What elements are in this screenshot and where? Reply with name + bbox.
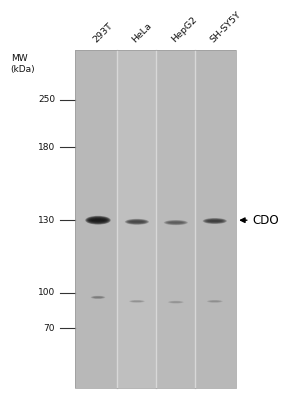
Ellipse shape (166, 221, 186, 224)
Ellipse shape (87, 217, 109, 224)
Ellipse shape (164, 220, 188, 225)
Ellipse shape (203, 218, 226, 224)
Ellipse shape (205, 219, 225, 223)
Ellipse shape (129, 220, 146, 223)
Ellipse shape (91, 219, 105, 222)
Ellipse shape (90, 218, 106, 222)
Ellipse shape (165, 220, 186, 225)
Text: HeLa: HeLa (131, 21, 154, 44)
Ellipse shape (87, 217, 109, 223)
Text: MW
(kDa): MW (kDa) (11, 54, 35, 74)
Ellipse shape (89, 218, 107, 222)
Ellipse shape (125, 219, 149, 225)
Ellipse shape (167, 221, 185, 224)
Ellipse shape (91, 296, 105, 299)
Ellipse shape (85, 216, 111, 224)
Ellipse shape (91, 296, 105, 299)
Text: 250: 250 (38, 95, 55, 104)
Text: 293T: 293T (92, 21, 115, 44)
Text: SH-SY5Y: SH-SY5Y (208, 10, 243, 44)
Text: 130: 130 (38, 216, 55, 225)
Ellipse shape (208, 220, 222, 222)
Bar (75, 50, 236, 388)
Bar (156, 50, 195, 388)
Ellipse shape (203, 218, 227, 224)
Text: 100: 100 (38, 288, 55, 297)
Text: HepG2: HepG2 (169, 15, 199, 44)
Bar (75, 50, 236, 388)
Text: 180: 180 (38, 143, 55, 152)
Ellipse shape (129, 221, 145, 223)
Ellipse shape (204, 219, 225, 223)
Ellipse shape (164, 220, 187, 225)
Ellipse shape (125, 219, 148, 224)
Ellipse shape (206, 219, 224, 223)
Ellipse shape (126, 220, 147, 224)
Ellipse shape (206, 220, 223, 222)
Ellipse shape (88, 218, 108, 223)
Ellipse shape (91, 219, 105, 221)
Ellipse shape (127, 220, 147, 224)
Text: 70: 70 (43, 324, 55, 333)
Ellipse shape (91, 296, 105, 299)
Text: CDO: CDO (252, 214, 279, 227)
Ellipse shape (86, 216, 110, 224)
Bar (117, 50, 156, 388)
Ellipse shape (128, 220, 146, 224)
Ellipse shape (207, 220, 222, 222)
Ellipse shape (168, 221, 184, 224)
